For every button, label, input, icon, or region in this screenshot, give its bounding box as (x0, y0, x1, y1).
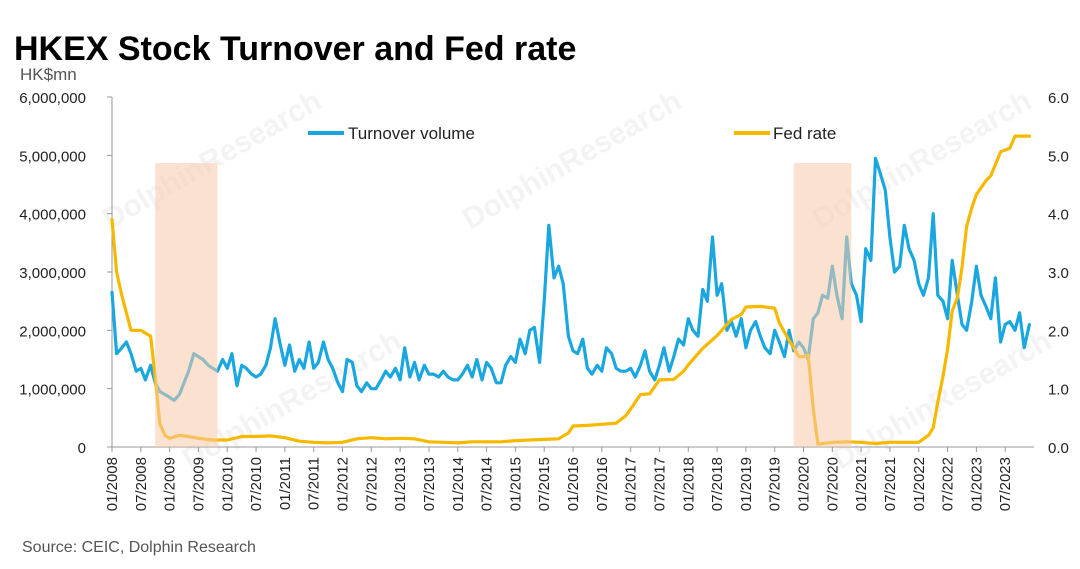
shaded-period-2 (793, 163, 852, 447)
chart-title: HKEX Stock Turnover and Fed rate (14, 30, 576, 68)
x-tick-label: 01/2016 (565, 457, 582, 511)
x-tick-label: 07/2014 (479, 457, 496, 511)
x-tick-label: 01/2009 (162, 457, 179, 511)
x-tick-label: 01/2017 (623, 457, 640, 511)
x-tick-label: 01/2019 (738, 457, 755, 511)
turnover-volume-line (110, 156, 1031, 402)
x-tick-label: 07/2019 (767, 457, 784, 511)
left-tick-label: 5,000,000 (19, 148, 86, 165)
x-tick-label: 07/2023 (997, 457, 1014, 511)
right-axis: 0.0 1.0 2.0 3.0 4.0 5.0 6.0 (1048, 90, 1069, 457)
x-tick-label: 01/2010 (219, 457, 236, 511)
right-tick-label: 5.0 (1048, 148, 1069, 165)
x-tick-label: 07/2010 (248, 457, 265, 511)
right-tick-label: 1.0 (1048, 382, 1069, 399)
right-tick-label: 3.0 (1048, 265, 1069, 282)
left-tick-label: 4,000,000 (19, 207, 86, 224)
legend-label-fed: Fed rate (773, 124, 836, 143)
left-tick-label: 1,000,000 (19, 382, 86, 399)
x-tick-label: 07/2009 (190, 457, 207, 511)
left-axis: 0 1,000,000 2,000,000 3,000,000 4,000,000 5,0… (19, 90, 113, 457)
x-tick-label: 01/2013 (392, 457, 409, 511)
legend-label-turnover: Turnover volume (348, 124, 475, 143)
right-tick-label: 0.0 (1048, 440, 1069, 457)
right-tick-label: 2.0 (1048, 323, 1069, 340)
left-tick-label: 0 (78, 440, 86, 457)
right-tick-label: 6.0 (1048, 90, 1069, 107)
x-tick-label: 01/2018 (680, 457, 697, 511)
source-note: Source: CEIC, Dolphin Research (22, 539, 256, 556)
x-tick-label: 01/2021 (853, 457, 870, 511)
x-tick-label: 07/2016 (594, 457, 611, 511)
x-tick-label: 01/2015 (507, 457, 524, 511)
x-tick-label: 07/2020 (824, 457, 841, 511)
fed-rate-line (110, 134, 1031, 446)
x-tick-label: 07/2008 (133, 457, 150, 511)
x-tick-label: 07/2013 (421, 457, 438, 511)
x-tick-label: 07/2021 (882, 457, 899, 511)
x-tick-label: 01/2023 (968, 457, 985, 511)
shaded-periods (155, 163, 852, 447)
x-tick-label: 01/2014 (450, 457, 467, 511)
x-tick-label: 07/2011 (306, 457, 323, 510)
x-tick-label: 01/2020 (796, 457, 813, 511)
series-lines (110, 134, 1031, 446)
left-axis-unit: HK$mn (20, 65, 77, 84)
left-tick-label: 3,000,000 (19, 265, 86, 282)
right-tick-label: 4.0 (1048, 207, 1069, 224)
x-tick-label: 07/2017 (651, 457, 668, 511)
left-tick-label: 6,000,000 (19, 90, 86, 107)
x-tick-label: 01/2012 (335, 457, 352, 511)
x-axis: 01/2008 07/2008 01/2009 07/2009 01/2010 07/20… (104, 446, 1034, 511)
x-tick-label: 07/2018 (709, 457, 726, 511)
x-tick-label: 07/2012 (363, 457, 380, 511)
legend: Turnover volume Fed rate (308, 124, 836, 143)
shaded-period-1 (155, 163, 218, 447)
x-tick-label: 01/2008 (104, 457, 121, 511)
x-tick-label: 01/2011 (277, 457, 294, 510)
x-tick-label: 07/2022 (940, 457, 957, 511)
left-tick-label: 2,000,000 (19, 323, 86, 340)
x-tick-label: 07/2015 (536, 457, 553, 511)
x-tick-label: 01/2022 (911, 457, 928, 511)
